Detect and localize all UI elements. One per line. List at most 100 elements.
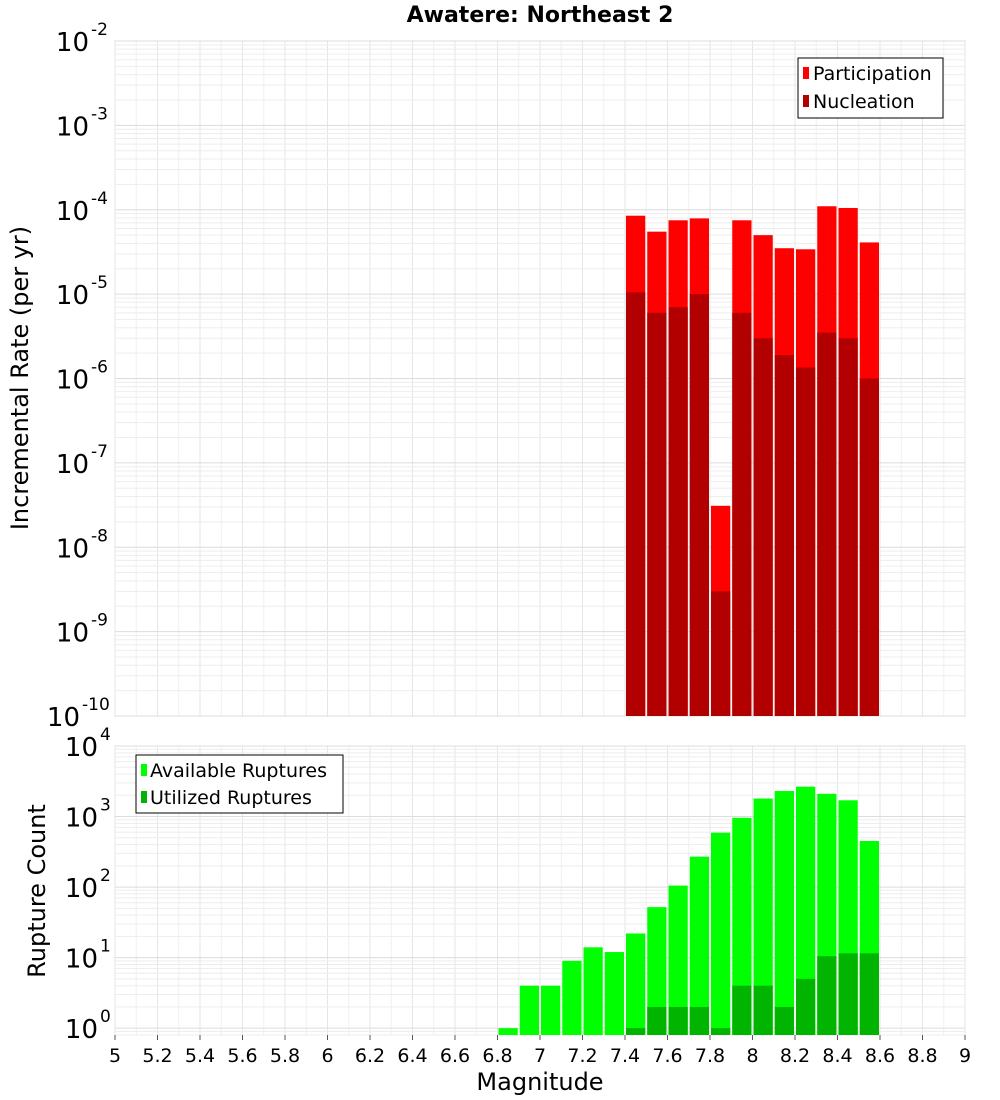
top-grid — [114, 40, 966, 717]
available-bar — [626, 933, 646, 1035]
x-tick-label: 5.2 — [142, 1045, 172, 1067]
svg-text:-6: -6 — [91, 358, 108, 378]
svg-text:-5: -5 — [91, 273, 108, 293]
svg-text:-3: -3 — [91, 104, 108, 124]
svg-text:10: 10 — [56, 450, 89, 480]
svg-text:-7: -7 — [91, 442, 108, 462]
available-bar — [647, 907, 667, 1035]
utilized-bar — [774, 1006, 794, 1035]
legend-swatch-participation — [803, 67, 809, 79]
x-tick-label: 7.6 — [652, 1045, 682, 1067]
x-tick-label: 7.4 — [610, 1045, 640, 1067]
y-tick-label: 10 2 — [65, 866, 111, 904]
legend-swatch-available — [141, 764, 147, 776]
utilized-bar — [689, 1006, 709, 1035]
x-tick-label: 7.2 — [567, 1045, 597, 1067]
nucleation-bar — [626, 292, 646, 716]
y-tick-label: 10 -10 — [47, 695, 110, 733]
nucleation-bar — [647, 312, 667, 716]
nucleation-bar — [838, 338, 858, 716]
x-tick-label: 8 — [746, 1045, 758, 1067]
chart-title: Awatere: Northeast 2 — [407, 3, 674, 28]
available-bar — [583, 947, 603, 1035]
svg-text:10: 10 — [65, 733, 98, 763]
svg-text:10: 10 — [65, 874, 98, 904]
nucleation-bar — [753, 338, 773, 716]
svg-text:10: 10 — [56, 534, 89, 564]
svg-text:1: 1 — [100, 937, 111, 957]
x-tick-label: 5 — [109, 1045, 121, 1067]
legend-swatch-utilized — [141, 791, 147, 803]
y-tick-label: 10 1 — [65, 937, 111, 975]
x-tick-label: 6.2 — [355, 1045, 385, 1067]
x-tick-label: 8.2 — [780, 1045, 810, 1067]
bottom-x-ticks: 5 5.2 5.4 5.6 5.8 6 6.2 6.4 6.6 6.8 7 7.2 7.4 7.6 7.8 8… — [109, 1035, 971, 1067]
utilized-bar — [817, 956, 837, 1035]
nucleation-bar — [859, 378, 879, 716]
y-tick-label: 10 -6 — [56, 358, 108, 396]
svg-text:-9: -9 — [91, 611, 108, 631]
available-bar — [541, 985, 561, 1035]
svg-text:10: 10 — [56, 28, 89, 58]
nucleation-bar — [689, 294, 709, 716]
x-tick-label: 6 — [321, 1045, 333, 1067]
y-tick-label: 10 0 — [65, 1007, 111, 1045]
bottom-y-axis-label: Rupture Count — [23, 804, 51, 978]
svg-text:0: 0 — [100, 1007, 111, 1027]
available-bar — [689, 856, 709, 1035]
utilized-bar — [753, 985, 773, 1035]
x-tick-label: 8.8 — [907, 1045, 937, 1067]
bottom-legend: Available Ruptures Utilized Ruptures — [135, 754, 344, 814]
available-bar — [604, 952, 624, 1035]
nucleation-bar — [774, 354, 794, 716]
bottom-bars — [498, 786, 879, 1035]
x-tick-label: 8.4 — [822, 1045, 852, 1067]
x-tick-label: 7.8 — [695, 1045, 725, 1067]
x-tick-label: 5.4 — [185, 1045, 215, 1067]
nucleation-bar — [711, 591, 731, 716]
utilized-bar — [859, 953, 879, 1035]
utilized-bar — [647, 1006, 667, 1035]
available-bar — [711, 832, 731, 1035]
top-y-axis-label: Incremental Rate (per yr) — [6, 226, 34, 530]
x-tick-label: 6.8 — [482, 1045, 512, 1067]
y-tick-label: 10 -2 — [56, 20, 108, 58]
legend-label-available: Available Ruptures — [150, 760, 327, 782]
utilized-bar — [732, 985, 752, 1035]
y-tick-label: 10 -5 — [56, 273, 108, 311]
top-legend: Participation Nucleation — [797, 57, 944, 119]
available-bar — [668, 885, 688, 1035]
available-bar — [753, 798, 773, 1035]
svg-text:-4: -4 — [91, 189, 108, 209]
y-tick-label: 10 -4 — [56, 189, 108, 227]
available-bar — [498, 1028, 518, 1035]
x-tick-label: 7 — [534, 1045, 546, 1067]
nucleation-bar — [668, 307, 688, 716]
utilized-bar — [838, 953, 858, 1035]
svg-text:10: 10 — [65, 945, 98, 975]
x-tick-label: 5.6 — [227, 1045, 257, 1067]
y-tick-label: 10 -8 — [56, 526, 108, 564]
legend-label-utilized: Utilized Ruptures — [150, 787, 312, 809]
y-tick-label: 10 -7 — [56, 442, 108, 480]
nucleation-bar — [732, 312, 752, 716]
utilized-bar — [711, 1028, 731, 1035]
svg-text:10: 10 — [56, 197, 89, 227]
svg-text:-10: -10 — [82, 695, 110, 715]
utilized-bar — [796, 978, 816, 1035]
svg-text:-2: -2 — [91, 20, 108, 40]
svg-text:10: 10 — [56, 281, 89, 311]
x-tick-label: 9 — [959, 1045, 971, 1067]
svg-text:3: 3 — [100, 796, 111, 816]
available-bar — [562, 960, 582, 1035]
legend-swatch-nucleation — [803, 95, 809, 107]
x-tick-label: 5.8 — [270, 1045, 300, 1067]
y-tick-label: 10 4 — [65, 725, 111, 763]
svg-text:10: 10 — [47, 703, 80, 733]
svg-text:10: 10 — [65, 1015, 98, 1045]
utilized-bar — [626, 1028, 646, 1035]
available-bar — [796, 786, 816, 1035]
